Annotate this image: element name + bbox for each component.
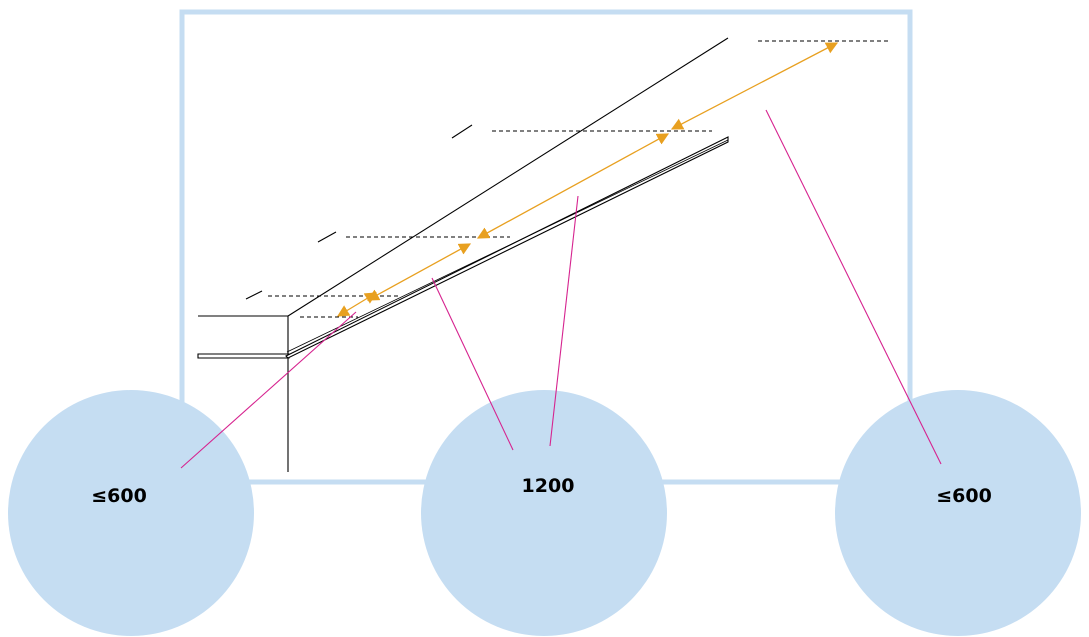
dimension-arrow-eaves [336,292,378,317]
rafter-member [285,136,729,359]
dimension-arrow-right [670,42,839,130]
tick-mark-middle [317,231,337,243]
batten-dashed-lines [268,40,888,318]
callout-label-left: ≤600 [91,485,147,507]
leader-line-left [180,311,357,469]
leader-line-center-b [549,195,579,447]
leader-line-right [765,109,942,465]
wall-eaves-linework [197,37,729,472]
roof-outer-line [287,37,729,317]
dimension-arrow-center [476,133,670,239]
callout-circle-left [8,390,254,636]
callout-circles [8,390,1081,636]
rafter-inner-line [286,139,729,353]
dimension-arrows [336,42,839,317]
leader-line-center-a [431,277,514,451]
leader-lines [180,109,942,469]
callout-label-right: ≤600 [936,485,992,507]
tick-mark-upper [451,124,473,139]
tick-marks [245,124,473,300]
callout-circle-center [421,390,667,636]
callout-circle-right [835,390,1081,636]
dimension-arrow-left [366,243,472,301]
tick-mark-lower [245,290,263,300]
gutter-flashing [197,353,290,359]
callout-label-center: 1200 [522,475,575,497]
